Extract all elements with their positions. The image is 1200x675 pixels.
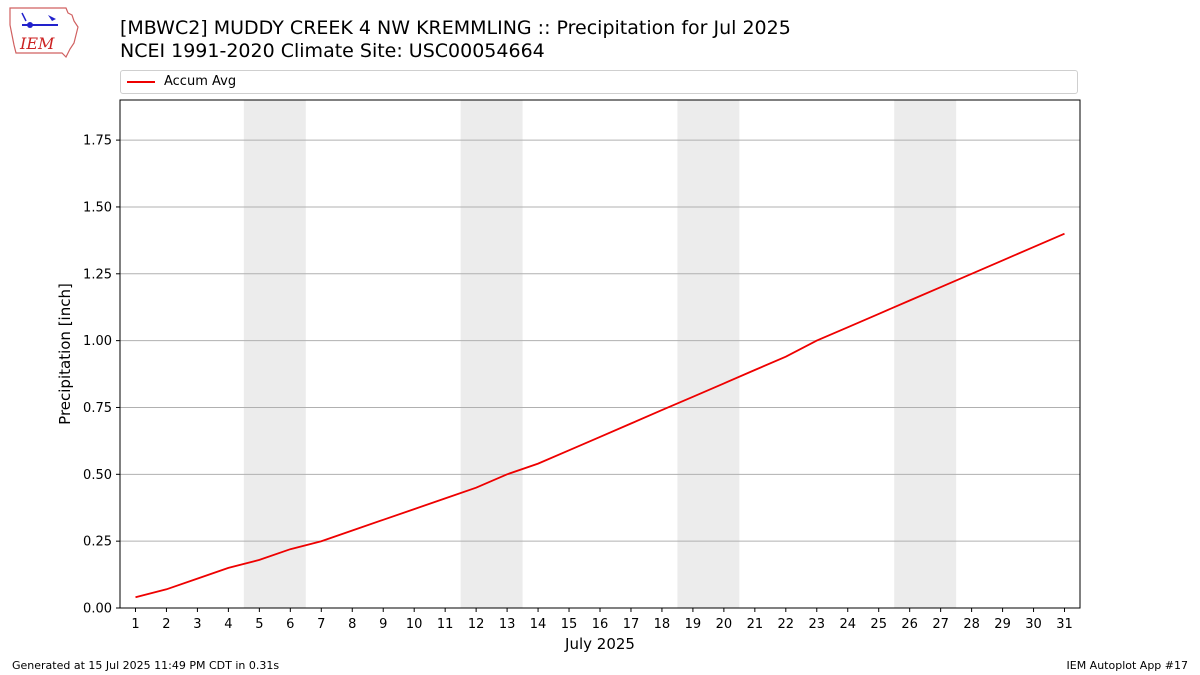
x-tick-label: 2 xyxy=(162,617,170,632)
svg-text:IEM: IEM xyxy=(19,34,55,53)
x-tick-label: 13 xyxy=(499,617,516,632)
x-tick-label: 24 xyxy=(839,617,856,632)
x-tick-label: 31 xyxy=(1056,617,1073,632)
x-tick-label: 29 xyxy=(994,617,1011,632)
x-tick-label: 22 xyxy=(778,617,795,632)
x-tick-label: 28 xyxy=(963,617,980,632)
x-tick-label: 15 xyxy=(561,617,578,632)
x-tick-label: 3 xyxy=(193,617,201,632)
x-tick-label: 8 xyxy=(348,617,356,632)
x-tick-label: 6 xyxy=(286,617,294,632)
weekend-band xyxy=(894,100,957,608)
x-tick-label: 25 xyxy=(870,617,887,632)
iem-logo-icon: IEM xyxy=(8,5,80,59)
weekend-band xyxy=(243,100,306,608)
x-tick-label: 14 xyxy=(530,617,547,632)
y-tick-label: 1.50 xyxy=(83,200,112,215)
x-tick-label: 17 xyxy=(623,617,640,632)
y-tick-label: 1.75 xyxy=(83,134,112,149)
chart-legend: Accum Avg xyxy=(120,70,1078,94)
legend-swatch-accum-avg xyxy=(127,81,155,83)
x-tick-label: 23 xyxy=(809,617,826,632)
y-tick-label: 1.25 xyxy=(83,267,112,282)
chart-subtitle: NCEI 1991-2020 Climate Site: USC00054664 xyxy=(120,40,545,62)
x-tick-label: 18 xyxy=(654,617,671,632)
x-tick-label: 30 xyxy=(1025,617,1042,632)
y-tick-label: 0.75 xyxy=(83,401,112,416)
x-tick-label: 7 xyxy=(317,617,325,632)
x-tick-label: 20 xyxy=(716,617,733,632)
footer-generated-text: Generated at 15 Jul 2025 11:49 PM CDT in… xyxy=(12,659,280,672)
weekend-band xyxy=(460,100,523,608)
x-tick-label: 4 xyxy=(224,617,232,632)
x-tick-label: 9 xyxy=(379,617,387,632)
footer-app-text: IEM Autoplot App #17 xyxy=(1066,659,1189,672)
chart-title: [MBWC2] MUDDY CREEK 4 NW KREMMLING :: Pr… xyxy=(120,17,791,39)
x-tick-label: 5 xyxy=(255,617,263,632)
y-tick-label: 0.25 xyxy=(83,535,112,550)
x-tick-label: 19 xyxy=(685,617,702,632)
x-tick-label: 16 xyxy=(592,617,609,632)
x-axis-label: July 2025 xyxy=(564,635,635,653)
x-tick-label: 27 xyxy=(932,617,949,632)
x-tick-label: 1 xyxy=(131,617,139,632)
x-tick-label: 11 xyxy=(437,617,454,632)
y-tick-label: 1.00 xyxy=(83,334,112,349)
series-line-accum-avg xyxy=(135,232,1065,599)
weekend-band xyxy=(677,100,740,608)
plot-frame xyxy=(119,99,1081,609)
x-tick-label: 12 xyxy=(468,617,485,632)
x-tick-label: 21 xyxy=(747,617,764,632)
x-tick-label: 10 xyxy=(406,617,423,632)
legend-label-accum-avg: Accum Avg xyxy=(164,74,237,89)
y-axis-label: Precipitation [inch] xyxy=(56,283,74,425)
y-tick-label: 0.00 xyxy=(83,602,112,617)
y-tick-label: 0.50 xyxy=(83,468,112,483)
x-tick-label: 26 xyxy=(901,617,918,632)
